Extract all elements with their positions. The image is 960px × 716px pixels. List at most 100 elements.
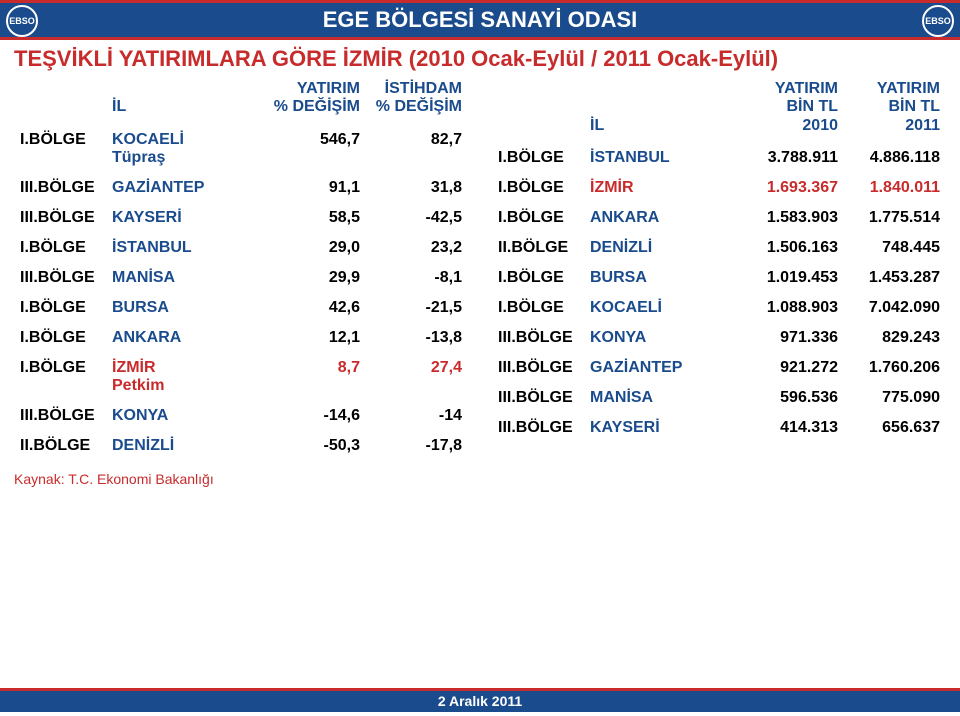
- cell-v2: 748.445: [844, 233, 946, 263]
- cell-region: III.BÖLGE: [492, 383, 584, 413]
- cell-region: II.BÖLGE: [492, 233, 584, 263]
- cell-v2: -21,5: [366, 293, 468, 323]
- rh-region: [492, 76, 584, 143]
- cell-il: İZMİRPetkim: [106, 353, 264, 401]
- cell-v2: -42,5: [366, 203, 468, 233]
- cell-v1: 29,0: [264, 233, 366, 263]
- table-row: I.BÖLGEİZMİRPetkim8,727,4: [14, 353, 468, 401]
- left-table: İL YATIRIM% DEĞİŞİM İSTİHDAM% DEĞİŞİM I.…: [14, 76, 468, 461]
- cell-v2: 829.243: [844, 323, 946, 353]
- rh-il: İL: [584, 76, 742, 143]
- cell-il: KAYSERİ: [106, 203, 264, 233]
- cell-il: İZMİR: [584, 173, 742, 203]
- cell-v2: 7.042.090: [844, 293, 946, 323]
- cell-v1: -14,6: [264, 401, 366, 431]
- cell-il: KONYA: [106, 401, 264, 431]
- cell-v1: 12,1: [264, 323, 366, 353]
- cell-v2: 4.886.118: [844, 143, 946, 173]
- cell-region: III.BÖLGE: [492, 323, 584, 353]
- cell-region: I.BÖLGE: [492, 293, 584, 323]
- cell-region: I.BÖLGE: [14, 353, 106, 401]
- table-row: I.BÖLGEKOCAELİ1.088.9037.042.090: [492, 293, 946, 323]
- cell-v1: 414.313: [742, 413, 844, 443]
- content-area: İL YATIRIM% DEĞİŞİM İSTİHDAM% DEĞİŞİM I.…: [0, 76, 960, 461]
- table-row: I.BÖLGEİZMİR1.693.3671.840.011: [492, 173, 946, 203]
- cell-il: DENİZLİ: [584, 233, 742, 263]
- cell-il: KOCAELİTüpraş: [106, 125, 264, 173]
- cell-v2: 656.637: [844, 413, 946, 443]
- table-row: III.BÖLGEKONYA-14,6-14: [14, 401, 468, 431]
- cell-v1: 596.536: [742, 383, 844, 413]
- cell-il: KAYSERİ: [584, 413, 742, 443]
- cell-v1: 58,5: [264, 203, 366, 233]
- right-table: İL YATIRIMBİN TL2010 YATIRIMBİN TL2011 I…: [492, 76, 946, 443]
- cell-v2: 775.090: [844, 383, 946, 413]
- cell-v2: 1.760.206: [844, 353, 946, 383]
- table-row: I.BÖLGEİSTANBUL29,023,2: [14, 233, 468, 263]
- cell-region: III.BÖLGE: [492, 413, 584, 443]
- header-band: EBSO EGE BÖLGESİ SANAYİ ODASI EBSO: [0, 0, 960, 37]
- cell-region: III.BÖLGE: [492, 353, 584, 383]
- cell-region: I.BÖLGE: [492, 173, 584, 203]
- cell-il: GAZİANTEP: [584, 353, 742, 383]
- cell-v1: 971.336: [742, 323, 844, 353]
- rh-c2: YATIRIMBİN TL2011: [844, 76, 946, 143]
- table-row: II.BÖLGEDENİZLİ1.506.163748.445: [492, 233, 946, 263]
- lh-c2: İSTİHDAM% DEĞİŞİM: [366, 76, 468, 125]
- table-row: I.BÖLGEBURSA42,6-21,5: [14, 293, 468, 323]
- cell-v1: 1.506.163: [742, 233, 844, 263]
- cell-il: MANİSA: [584, 383, 742, 413]
- lh-region: [14, 76, 106, 125]
- cell-v2: 1.775.514: [844, 203, 946, 233]
- footer-date: 2 Aralık 2011: [0, 691, 960, 712]
- cell-v2: 23,2: [366, 233, 468, 263]
- table-row: II.BÖLGEDENİZLİ-50,3-17,8: [14, 431, 468, 461]
- logo-right: EBSO: [922, 5, 954, 37]
- cell-v2: -14: [366, 401, 468, 431]
- lh-c1: YATIRIM% DEĞİŞİM: [264, 76, 366, 125]
- cell-v2: -17,8: [366, 431, 468, 461]
- cell-v2: 1.453.287: [844, 263, 946, 293]
- cell-v1: 91,1: [264, 173, 366, 203]
- cell-region: III.BÖLGE: [14, 173, 106, 203]
- cell-region: III.BÖLGE: [14, 203, 106, 233]
- footer: 2 Aralık 2011: [0, 688, 960, 712]
- cell-region: I.BÖLGE: [14, 293, 106, 323]
- table-row: III.BÖLGEMANİSA29,9-8,1: [14, 263, 468, 293]
- cell-il: BURSA: [106, 293, 264, 323]
- lh-il: İL: [106, 76, 264, 125]
- cell-v2: -8,1: [366, 263, 468, 293]
- table-row: I.BÖLGEKOCAELİTüpraş546,782,7: [14, 125, 468, 173]
- cell-region: III.BÖLGE: [14, 263, 106, 293]
- table-row: I.BÖLGEİSTANBUL3.788.9114.886.118: [492, 143, 946, 173]
- table-row: III.BÖLGEGAZİANTEP921.2721.760.206: [492, 353, 946, 383]
- table-row: III.BÖLGEGAZİANTEP91,131,8: [14, 173, 468, 203]
- cell-v1: 3.788.911: [742, 143, 844, 173]
- cell-il: İSTANBUL: [106, 233, 264, 263]
- cell-region: III.BÖLGE: [14, 401, 106, 431]
- page-title: TEŞVİKLİ YATIRIMLARA GÖRE İZMİR (2010 Oc…: [0, 40, 960, 76]
- logo-left: EBSO: [6, 5, 38, 37]
- cell-v1: 1.693.367: [742, 173, 844, 203]
- cell-il: İSTANBUL: [584, 143, 742, 173]
- cell-region: I.BÖLGE: [492, 263, 584, 293]
- cell-il: ANKARA: [584, 203, 742, 233]
- table-row: III.BÖLGEMANİSA596.536775.090: [492, 383, 946, 413]
- cell-v1: -50,3: [264, 431, 366, 461]
- source-note: Kaynak: T.C. Ekonomi Bakanlığı: [0, 461, 960, 487]
- cell-il: BURSA: [584, 263, 742, 293]
- cell-v1: 1.019.453: [742, 263, 844, 293]
- cell-il: GAZİANTEP: [106, 173, 264, 203]
- cell-v2: 82,7: [366, 125, 468, 173]
- cell-region: I.BÖLGE: [14, 125, 106, 173]
- table-row: I.BÖLGEANKARA12,1-13,8: [14, 323, 468, 353]
- cell-v1: 1.088.903: [742, 293, 844, 323]
- cell-v1: 29,9: [264, 263, 366, 293]
- header-org: EGE BÖLGESİ SANAYİ ODASI: [323, 7, 638, 32]
- table-row: III.BÖLGEKAYSERİ58,5-42,5: [14, 203, 468, 233]
- cell-v1: 1.583.903: [742, 203, 844, 233]
- cell-il: ANKARA: [106, 323, 264, 353]
- cell-v1: 921.272: [742, 353, 844, 383]
- cell-il: KOCAELİ: [584, 293, 742, 323]
- cell-region: II.BÖLGE: [14, 431, 106, 461]
